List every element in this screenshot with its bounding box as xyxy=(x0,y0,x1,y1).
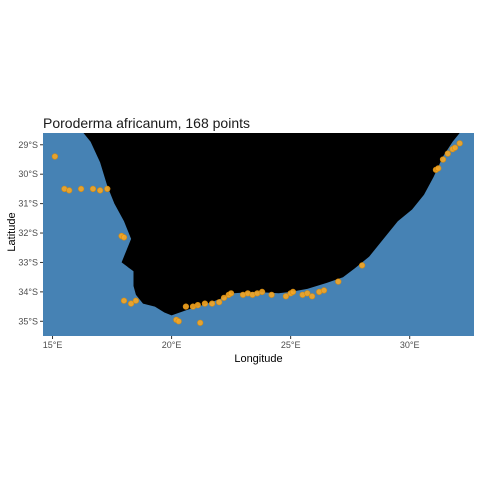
occurrence-point xyxy=(195,302,201,308)
y-tick-label: 29°S xyxy=(18,140,38,150)
map-title: Poroderma africanum, 168 points xyxy=(43,115,250,131)
occurrence-point xyxy=(445,151,451,157)
occurrence-point xyxy=(336,279,342,285)
y-axis-label: Latitude xyxy=(6,212,18,251)
x-tick-label: 25°E xyxy=(281,340,301,350)
occurrence-point xyxy=(90,186,96,192)
occurrence-point xyxy=(440,157,446,163)
occurrence-point xyxy=(228,291,234,297)
occurrence-point xyxy=(105,186,111,192)
occurrence-point xyxy=(452,145,458,151)
y-tick-label: 34°S xyxy=(18,287,38,297)
occurrence-point xyxy=(457,141,463,147)
occurrence-point xyxy=(321,288,327,294)
occurrence-point xyxy=(436,166,442,172)
x-axis-label: Longitude xyxy=(234,353,282,365)
occurrence-point xyxy=(216,299,222,305)
y-tick-label: 30°S xyxy=(18,169,38,179)
occurrence-point xyxy=(269,292,275,298)
occurrence-point xyxy=(359,263,365,269)
occurrence-point xyxy=(78,186,84,192)
occurrence-point xyxy=(133,298,139,304)
occurrence-point xyxy=(309,294,315,300)
occurrence-point xyxy=(121,235,127,241)
x-tick-label: 15°E xyxy=(43,340,63,350)
y-axis: 29°S 30°S 31°S 32°S 33°S 34°S 35°S xyxy=(18,140,43,327)
y-tick-label: 31°S xyxy=(18,199,38,209)
occurrence-point xyxy=(176,319,182,325)
occurrence-point xyxy=(202,301,208,307)
y-tick-label: 35°S xyxy=(18,316,38,326)
occurrence-point xyxy=(259,289,265,295)
occurrence-point xyxy=(97,188,103,194)
occurrence-point xyxy=(197,320,203,326)
occurrence-point xyxy=(121,298,127,304)
x-tick-label: 20°E xyxy=(162,340,182,350)
occurrence-point xyxy=(66,188,72,194)
x-axis: 15°E 20°E 25°E 30°E xyxy=(43,336,420,350)
map-panel xyxy=(43,133,474,336)
y-tick-label: 32°S xyxy=(18,228,38,238)
occurrence-point xyxy=(183,304,189,310)
y-tick-label: 33°S xyxy=(18,257,38,267)
occurrence-point xyxy=(52,154,58,160)
occurrence-point xyxy=(209,301,215,307)
occurrence-point xyxy=(290,289,296,295)
x-tick-label: 30°E xyxy=(400,340,420,350)
